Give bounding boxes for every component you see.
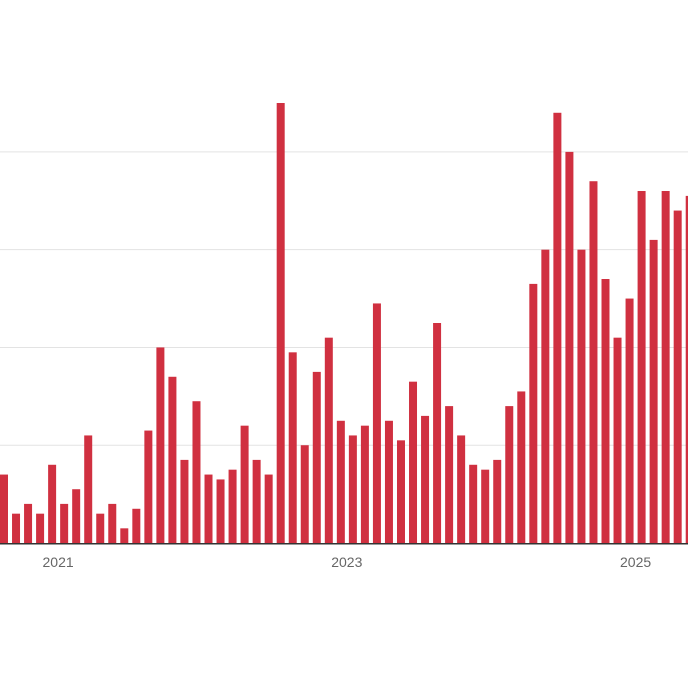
x-tick-label-2025: 2025: [620, 554, 651, 570]
bar-35: [409, 381, 418, 543]
bar-49: [577, 249, 586, 544]
bar-25: [288, 352, 297, 543]
bar-54: [637, 191, 646, 543]
bar-53: [625, 298, 634, 543]
bar-24: [276, 103, 285, 543]
bar-23: [264, 474, 273, 543]
bar-27: [312, 371, 321, 543]
bar-34: [396, 440, 405, 543]
bar-57: [673, 210, 682, 543]
bar-7: [72, 489, 81, 543]
bar-6: [60, 503, 69, 543]
bar-30: [348, 435, 357, 543]
bar-47: [553, 112, 562, 543]
bar-37: [433, 323, 442, 543]
bars: [0, 103, 688, 544]
bar-43: [505, 406, 514, 543]
bar-12: [132, 508, 141, 543]
bar-33: [384, 420, 393, 543]
x-tick-label-2021: 2021: [43, 554, 74, 570]
bar-20: [228, 469, 237, 543]
bar-51: [601, 279, 610, 543]
bar-56: [661, 191, 670, 543]
bar-44: [517, 391, 526, 543]
bar-36: [421, 415, 430, 543]
bar-1: [0, 474, 8, 543]
bar-9: [96, 513, 105, 543]
bar-13: [144, 430, 153, 543]
bar-5: [48, 464, 57, 543]
bar-39: [457, 435, 466, 543]
bar-48: [565, 151, 574, 543]
bar-45: [529, 283, 538, 543]
bar-31: [360, 425, 369, 543]
bar-46: [541, 249, 550, 544]
bar-10: [108, 503, 117, 543]
bar-32: [372, 303, 381, 543]
bar-38: [445, 406, 454, 543]
x-tick-label-2023: 2023: [331, 554, 362, 570]
bar-19: [216, 479, 225, 543]
bar-40: [469, 464, 478, 543]
bar-16: [180, 459, 189, 543]
bar-2: [12, 513, 21, 543]
bar-3: [24, 503, 33, 543]
bar-18: [204, 474, 213, 543]
bar-4: [36, 513, 45, 543]
bar-41: [481, 469, 490, 543]
bar-14: [156, 347, 165, 543]
bar-42: [493, 459, 502, 543]
bar-58: [685, 195, 688, 543]
bar-28: [324, 337, 333, 543]
bar-55: [649, 239, 658, 543]
bar-11: [120, 528, 129, 543]
bar-52: [613, 337, 622, 543]
bar-8: [84, 435, 93, 543]
x-tick-labels: 2021 2023 2025: [43, 554, 652, 570]
bar-21: [240, 425, 249, 543]
bar-15: [168, 376, 177, 543]
bar-26: [300, 445, 309, 543]
bar-50: [589, 181, 598, 543]
bar-17: [192, 401, 201, 543]
bar-29: [336, 420, 345, 543]
bar-22: [252, 459, 261, 543]
